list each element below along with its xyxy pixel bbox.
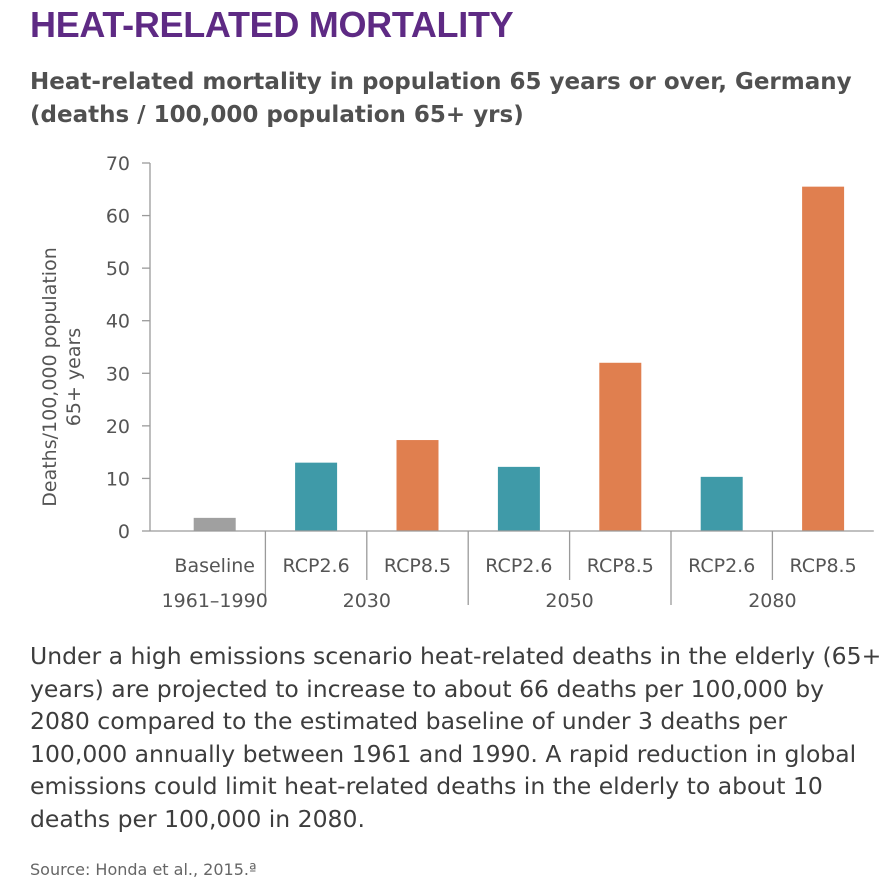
- category-label: RCP8.5: [384, 555, 451, 577]
- bar: [802, 186, 845, 531]
- y-tick-label: 50: [106, 258, 130, 280]
- category-label: RCP8.5: [789, 555, 856, 577]
- y-tick-label: 70: [106, 153, 130, 175]
- bar: [193, 517, 236, 531]
- group-label: 2050: [545, 590, 593, 612]
- group-label: 2080: [748, 590, 796, 612]
- category-label: RCP8.5: [587, 555, 654, 577]
- category-label: RCP2.6: [282, 555, 349, 577]
- y-tick-label: 0: [118, 521, 130, 543]
- y-tick-label: 10: [106, 468, 130, 490]
- bar-chart: Deaths/100,000 population 65+ years 0 10 2…: [39, 153, 874, 612]
- group-label: 2030: [343, 590, 391, 612]
- bar: [295, 462, 338, 531]
- bar: [700, 476, 743, 531]
- y-tick-label: 30: [106, 363, 130, 385]
- bar: [497, 466, 540, 531]
- category-label: RCP2.6: [485, 555, 552, 577]
- chart-title: Heat-related mortality in population 65 …: [30, 69, 852, 128]
- y-tick-label: 20: [106, 416, 130, 438]
- section-title: HEAT-RELATED MORTALITY: [30, 4, 514, 45]
- group-label: 1961–1990: [162, 590, 268, 612]
- bar: [396, 440, 439, 531]
- y-axis: 0 10 20 30 40 50 60 70: [106, 153, 151, 543]
- bar: [599, 362, 642, 531]
- x-axis: Baseline RCP2.6 RCP8.5 RCP2.6 RCP8.5 RCP2.6 RC…: [150, 530, 874, 612]
- y-axis-label-line1: Deaths/100,000 population: [39, 247, 61, 506]
- bars: [193, 186, 845, 531]
- description-text: Under a high emissions scenario heat-rel…: [30, 642, 882, 833]
- y-tick-label: 40: [106, 311, 130, 333]
- y-tick-label: 60: [106, 206, 130, 228]
- category-label: RCP2.6: [688, 555, 755, 577]
- category-label: Baseline: [174, 555, 255, 577]
- y-axis-label-line2: 65+ years: [63, 328, 85, 426]
- source-note: Source: Honda et al., 2015.ª: [30, 860, 257, 879]
